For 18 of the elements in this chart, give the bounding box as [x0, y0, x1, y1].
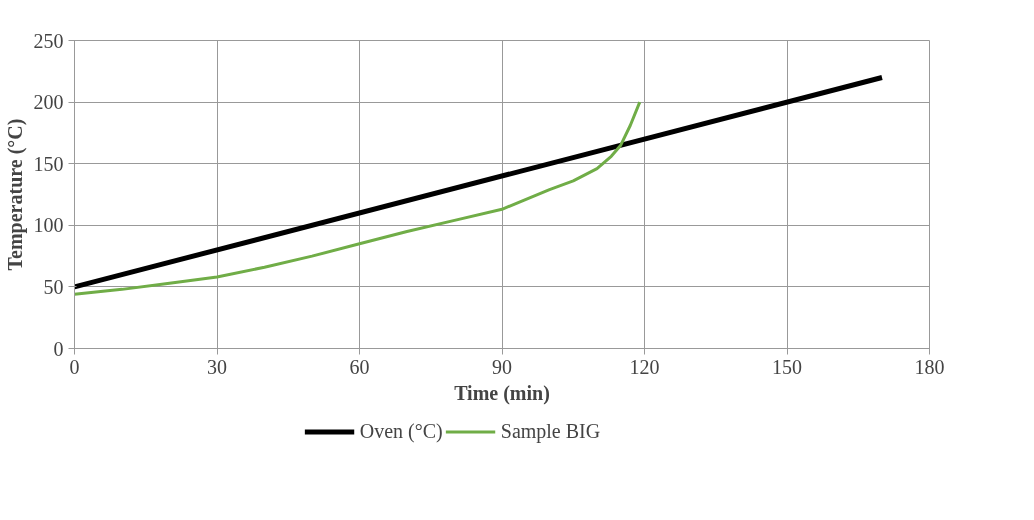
y-tick-label: 50 [43, 275, 64, 298]
line-series [74, 100, 642, 296]
x-tick-label: 0 [69, 355, 80, 378]
x-tick-label: 180 [914, 355, 945, 378]
x-tick-label: 60 [349, 355, 370, 378]
y-tick-label: 200 [33, 91, 64, 114]
legend-label: Sample BIG [500, 419, 601, 443]
x-tick-label: 90 [492, 355, 512, 378]
y-tick-label: 100 [33, 214, 64, 237]
y-tick-label: 250 [33, 29, 64, 52]
y-tick-label: 0 [53, 337, 64, 360]
x-axis-title: Time (min) [454, 381, 550, 405]
x-tick-label: 150 [772, 355, 802, 378]
y-axis-title: Temperature (°C) [3, 118, 27, 271]
x-tick-label: 30 [207, 355, 227, 378]
y-tick-label: 150 [33, 152, 64, 175]
legend-label: Oven (°C) [359, 419, 443, 443]
x-tick-label: 120 [629, 355, 660, 378]
